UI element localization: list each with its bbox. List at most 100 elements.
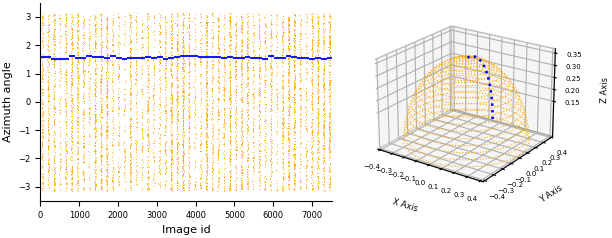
Point xyxy=(255,66,264,70)
Point xyxy=(55,64,65,67)
Point xyxy=(207,62,217,65)
Point xyxy=(126,129,136,133)
Point xyxy=(318,33,328,37)
Point xyxy=(113,33,122,37)
Point xyxy=(143,187,153,190)
Point xyxy=(284,35,294,39)
Point xyxy=(166,139,176,143)
Point xyxy=(102,90,111,94)
Point xyxy=(219,112,229,116)
Point xyxy=(61,148,70,151)
Point xyxy=(108,22,118,26)
Point xyxy=(226,157,236,161)
Point xyxy=(277,188,287,192)
Point xyxy=(242,178,252,182)
Point xyxy=(96,32,106,35)
Point xyxy=(236,85,246,89)
Point xyxy=(154,55,164,58)
Point xyxy=(271,93,281,97)
Point xyxy=(96,20,106,23)
Point xyxy=(255,81,264,85)
Point xyxy=(225,79,234,83)
Point xyxy=(289,32,299,36)
Point xyxy=(107,158,117,161)
Point xyxy=(319,180,329,184)
Point xyxy=(214,71,224,75)
Point xyxy=(189,183,199,187)
Point xyxy=(67,87,76,91)
Point xyxy=(177,89,187,93)
Point xyxy=(318,160,328,164)
Point xyxy=(231,134,241,138)
Point xyxy=(296,28,305,32)
Point xyxy=(206,141,216,144)
Point xyxy=(225,37,235,41)
Point xyxy=(289,103,299,107)
Point xyxy=(307,133,317,137)
Point xyxy=(202,142,212,146)
Point xyxy=(37,100,47,104)
Point xyxy=(161,114,171,118)
Point xyxy=(166,179,176,183)
Point xyxy=(61,142,70,145)
Point xyxy=(196,98,206,102)
Point xyxy=(260,68,270,72)
Point xyxy=(102,78,111,81)
Point xyxy=(230,156,240,160)
Point xyxy=(231,91,241,95)
Point xyxy=(266,22,275,26)
Point xyxy=(48,115,58,119)
Point xyxy=(289,45,299,49)
Point xyxy=(236,184,246,188)
Point xyxy=(184,121,194,125)
Point xyxy=(48,54,58,58)
Point xyxy=(190,98,200,101)
Point xyxy=(90,131,100,135)
Point xyxy=(155,140,165,144)
Point xyxy=(278,25,288,28)
Point xyxy=(73,52,83,56)
Point xyxy=(219,181,229,185)
Point xyxy=(278,115,288,119)
Point xyxy=(67,30,76,34)
Point xyxy=(143,109,152,112)
Point xyxy=(179,69,188,73)
Point xyxy=(89,13,99,17)
Point xyxy=(231,67,241,71)
Point xyxy=(231,145,241,149)
Point xyxy=(91,82,100,85)
Point xyxy=(196,15,206,19)
Point xyxy=(66,67,76,71)
Point xyxy=(155,183,165,187)
Point xyxy=(284,46,294,50)
Point xyxy=(66,186,76,189)
Point xyxy=(179,121,188,124)
Point xyxy=(314,38,324,41)
Point xyxy=(67,76,76,80)
Point xyxy=(207,163,217,167)
Point xyxy=(283,174,293,178)
Point xyxy=(120,104,130,108)
Point xyxy=(96,49,106,53)
Point xyxy=(114,131,124,135)
Point xyxy=(38,53,48,57)
Point xyxy=(125,30,135,34)
Point xyxy=(166,29,176,33)
Point xyxy=(289,69,299,72)
Point xyxy=(206,66,216,70)
Point xyxy=(55,37,65,41)
Point xyxy=(242,147,252,151)
Point xyxy=(165,69,174,73)
Point xyxy=(231,168,241,172)
Point xyxy=(178,171,188,175)
Point xyxy=(96,186,106,190)
Point xyxy=(208,129,218,133)
Point xyxy=(96,27,106,30)
Point xyxy=(66,98,76,102)
Point xyxy=(49,59,59,63)
Point xyxy=(265,177,275,181)
Point xyxy=(73,38,83,42)
Point xyxy=(201,148,211,152)
Point xyxy=(172,178,182,182)
Point xyxy=(201,21,211,25)
